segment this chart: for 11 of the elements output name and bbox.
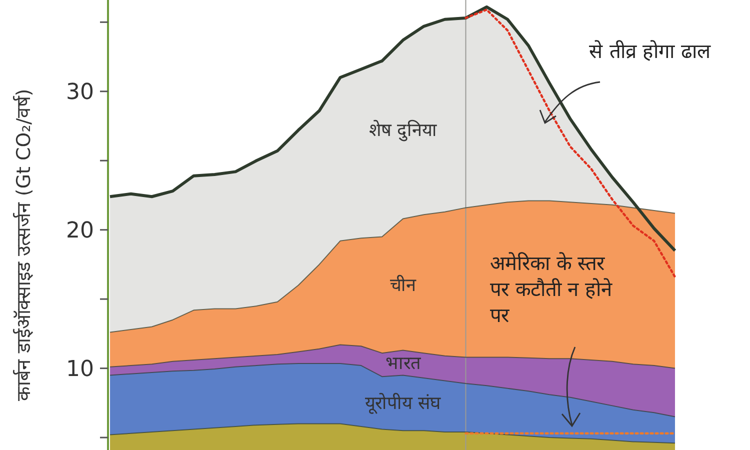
series-label: चीन (390, 274, 417, 296)
series-label: यूरोपीय संघ (365, 392, 441, 414)
y-tick-label: 10 (66, 357, 94, 382)
y-tick-label: 20 (66, 218, 94, 244)
y-axis-title: कार्बन डाईऑक्साइड उत्सर्जन (Gt CO₂/वर्ष) (12, 88, 35, 402)
series-label: भारत (385, 353, 422, 374)
line-series (464, 8, 676, 278)
y-tick-label: 30 (66, 80, 94, 106)
annotation: अमेरिका के स्तर पर कटौती न होने पर (490, 251, 614, 327)
series-label: शेष दुनिया (369, 118, 437, 142)
annotation: से तीव्र होगा ढाल (588, 39, 712, 63)
